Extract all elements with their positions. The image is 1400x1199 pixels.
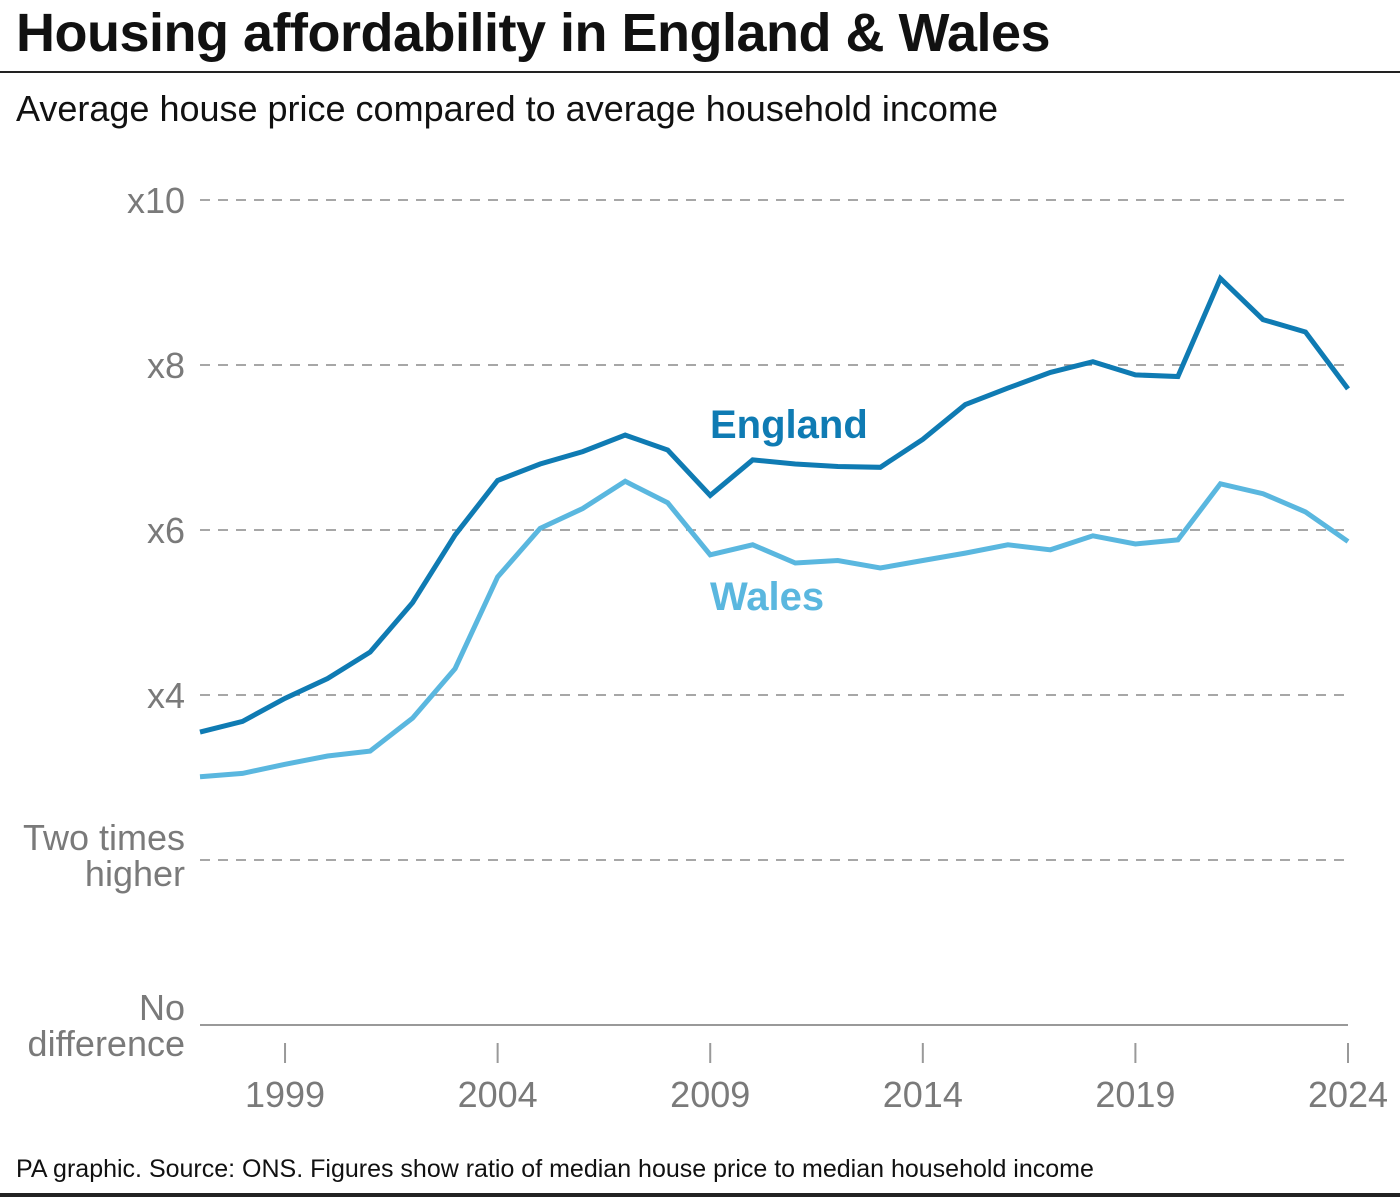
series-label-wales: Wales bbox=[710, 575, 824, 619]
x-tick-label: 2004 bbox=[458, 1074, 538, 1115]
y-axis: No difference Two times higher x4 x6 x8 x10 bbox=[23, 180, 185, 1064]
title-rule bbox=[0, 71, 1400, 73]
y-tick-label: x4 bbox=[147, 675, 185, 716]
x-tick-label: 2014 bbox=[883, 1074, 963, 1115]
x-tick-label: 1999 bbox=[245, 1074, 325, 1115]
x-tick-label: 2009 bbox=[670, 1074, 750, 1115]
y-tick-label-line: No bbox=[139, 987, 185, 1028]
y-tick-label-line: x10 bbox=[127, 180, 185, 221]
y-tick-label: Two times higher bbox=[23, 817, 185, 894]
x-tick-label: 2024 bbox=[1308, 1074, 1388, 1115]
series-line-england bbox=[199, 274, 1351, 735]
y-tick-label: No difference bbox=[28, 987, 185, 1064]
y-tick-label-line: x6 bbox=[147, 510, 185, 551]
series-layer bbox=[199, 274, 1351, 780]
y-tick-label-line: x8 bbox=[147, 345, 185, 386]
line-chart: No difference Two times higher x4 x6 x8 x10 199… bbox=[23, 180, 1388, 1115]
y-tick-label: x10 bbox=[127, 180, 185, 221]
series-labels: England Wales bbox=[710, 403, 868, 619]
y-tick-label: x6 bbox=[147, 510, 185, 551]
y-tick-label-line: difference bbox=[28, 1023, 185, 1064]
source-note: PA graphic. Source: ONS. Figures show ra… bbox=[16, 1155, 1094, 1183]
series-line-wales bbox=[199, 478, 1350, 780]
chart-title: Housing affordability in England & Wales bbox=[16, 3, 1051, 63]
grid-layer bbox=[200, 199, 1348, 1026]
x-tick-label: 2019 bbox=[1095, 1074, 1175, 1115]
series-label-england: England bbox=[710, 403, 868, 447]
chart-subtitle: Average house price compared to average … bbox=[16, 88, 998, 129]
y-tick-label: x8 bbox=[147, 345, 185, 386]
y-tick-label-line: higher bbox=[85, 853, 185, 894]
y-tick-label-line: Two times bbox=[23, 817, 185, 858]
y-tick-label-line: x4 bbox=[147, 675, 185, 716]
footer-rule bbox=[0, 1193, 1400, 1197]
x-axis: 1999 2004 2009 2014 2019 2024 bbox=[245, 1043, 1388, 1115]
